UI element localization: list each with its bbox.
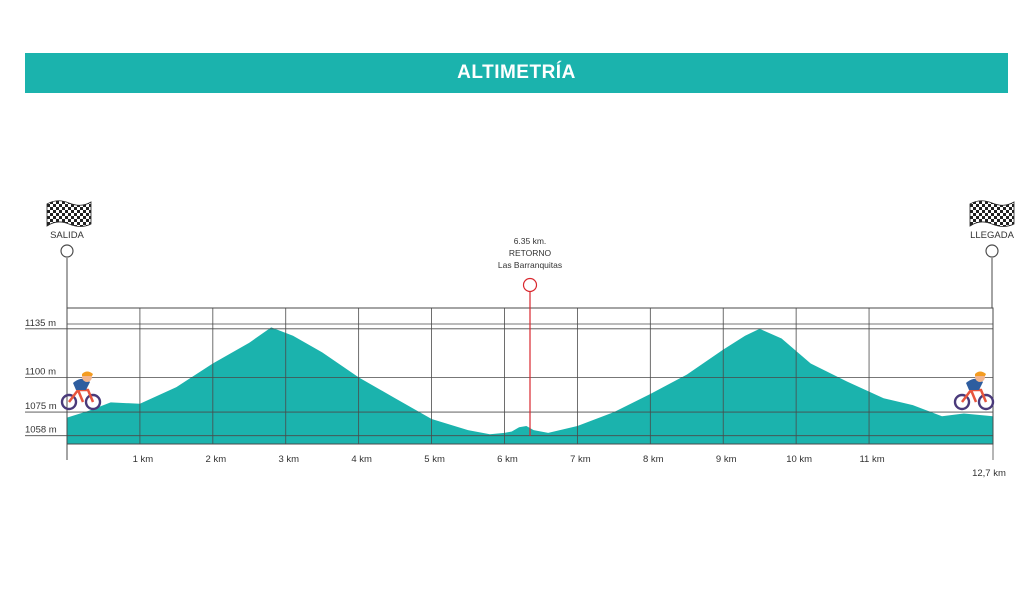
cyclist-icon xyxy=(60,371,102,411)
finish-marker: LLEGADA xyxy=(953,200,1015,411)
x-tick-label: 1 km xyxy=(133,454,154,465)
y-tick-label: 1135 m xyxy=(25,318,56,329)
x-tick-label: 2 km xyxy=(206,454,227,465)
cyclist-icon xyxy=(953,371,995,411)
x-tick-label: 3 km xyxy=(278,454,299,465)
finish-label: LLEGADA xyxy=(970,230,1014,241)
y-tick-label: 1058 m xyxy=(25,425,57,436)
elevation-area xyxy=(67,327,993,444)
x-tick-label: 5 km xyxy=(424,454,445,465)
x-tick-label: 10 km xyxy=(786,454,812,465)
checkered-flag-icon xyxy=(969,200,1015,227)
turnaround-marker: 6.35 km. RETORNO Las Barranquitas xyxy=(498,236,562,436)
turnaround-place: Las Barranquitas xyxy=(498,260,562,270)
x-tick-label: 12,7 km xyxy=(972,468,1006,479)
x-tick-label: 9 km xyxy=(716,454,737,465)
page-title: ALTIMETRÍA xyxy=(457,62,576,83)
start-marker: SALIDA xyxy=(46,200,102,460)
title-banner: ALTIMETRÍA xyxy=(25,53,1008,93)
turnaround-circle xyxy=(522,277,538,293)
x-tick-label: 8 km xyxy=(643,454,664,465)
turnaround-title: RETORNO xyxy=(509,248,552,258)
x-tick-label: 6 km xyxy=(497,454,518,465)
y-tick-label: 1100 m xyxy=(25,366,56,377)
x-tick-label: 11 km xyxy=(859,454,884,465)
x-tick-label: 7 km xyxy=(570,454,591,465)
start-label: SALIDA xyxy=(50,230,84,241)
checkered-flag-icon xyxy=(46,200,92,227)
x-tick-label: 4 km xyxy=(351,454,372,465)
turnaround-distance: 6.35 km. xyxy=(514,236,547,246)
y-tick-label: 1075 m xyxy=(25,401,57,412)
